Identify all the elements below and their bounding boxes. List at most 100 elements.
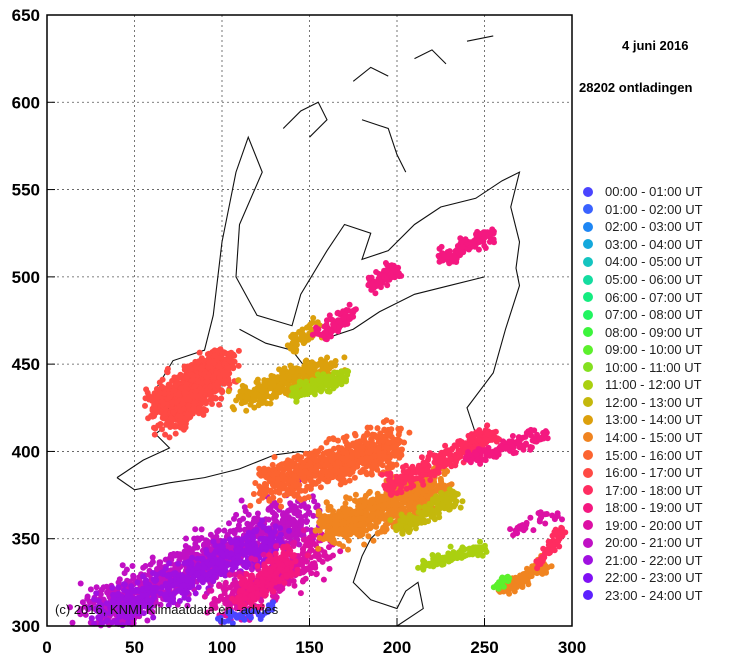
lightning-point xyxy=(280,512,287,519)
lightning-point xyxy=(184,412,191,418)
lightning-point xyxy=(241,595,248,602)
lightning-point xyxy=(268,581,275,588)
lightning-point xyxy=(239,536,246,543)
lightning-point xyxy=(278,503,285,510)
lightning-point xyxy=(316,534,323,541)
lightning-point xyxy=(328,363,335,370)
lightning-point xyxy=(241,576,248,582)
lightning-point xyxy=(167,423,174,430)
lightning-point xyxy=(201,593,208,600)
lightning-point xyxy=(206,587,213,594)
lightning-point xyxy=(297,513,304,520)
lightning-point xyxy=(300,389,307,396)
lightning-point xyxy=(351,430,358,437)
lightning-point xyxy=(475,246,482,253)
lightning-point xyxy=(306,368,313,375)
lightning-point xyxy=(128,583,135,590)
lightning-point xyxy=(114,620,120,627)
lightning-point xyxy=(167,551,174,558)
lightning-point xyxy=(385,445,392,452)
lightning-point xyxy=(476,239,483,245)
lightning-point xyxy=(124,592,131,599)
lightning-point xyxy=(205,363,212,370)
lightning-point xyxy=(309,533,316,540)
lightning-point xyxy=(281,365,288,372)
lightning-point xyxy=(325,382,332,389)
lightning-point xyxy=(149,554,156,561)
lightning-point xyxy=(255,498,262,505)
lightning-point xyxy=(235,377,242,384)
lightning-point xyxy=(324,388,331,395)
lightning-point xyxy=(143,386,150,393)
lightning-point xyxy=(209,568,216,575)
lightning-point xyxy=(277,462,284,468)
lightning-point xyxy=(247,502,254,509)
lightning-point xyxy=(273,543,279,550)
lightning-point xyxy=(184,577,191,584)
map-border xyxy=(352,66,389,82)
lightning-point xyxy=(166,382,173,389)
lightning-point xyxy=(367,447,374,454)
lightning-point xyxy=(95,597,102,604)
lightning-point xyxy=(273,570,280,577)
lightning-point xyxy=(234,558,241,565)
map-border xyxy=(239,328,310,374)
lightning-point xyxy=(245,511,252,518)
lightning-point xyxy=(380,527,387,534)
lightning-point xyxy=(248,555,255,562)
lightning-point xyxy=(289,477,296,483)
lightning-point xyxy=(320,456,327,463)
lightning-point xyxy=(336,318,343,325)
lightning-point xyxy=(254,510,261,517)
lightning-point xyxy=(189,554,196,561)
map-border xyxy=(466,35,494,42)
lightning-point xyxy=(313,327,320,334)
lightning-point xyxy=(394,450,401,456)
lightning-point xyxy=(268,395,275,401)
lightning-point xyxy=(212,542,219,549)
lightning-point xyxy=(296,509,303,516)
lightning-point xyxy=(238,497,245,504)
lightning-point xyxy=(109,598,116,605)
lightning-point xyxy=(272,523,279,530)
lightning-point xyxy=(395,436,401,443)
lightning-point xyxy=(218,354,225,361)
map-border xyxy=(326,276,485,339)
lightning-point xyxy=(330,538,337,545)
lightning-point xyxy=(115,591,122,597)
lightning-point xyxy=(147,608,154,615)
lightning-point xyxy=(221,527,228,534)
lightning-point xyxy=(259,578,266,585)
lightning-point xyxy=(149,396,156,403)
lightning-point xyxy=(157,559,164,566)
lightning-point xyxy=(150,591,157,598)
lightning-point xyxy=(211,352,218,359)
lightning-point xyxy=(315,463,321,470)
lightning-point xyxy=(374,425,381,432)
lightning-point xyxy=(278,482,285,489)
lightning-point xyxy=(86,598,93,605)
lightning-point xyxy=(116,576,123,583)
map-border xyxy=(116,450,328,491)
lightning-point xyxy=(307,321,314,328)
lightning-point xyxy=(388,419,395,426)
lightning-point xyxy=(176,587,183,594)
lightning-point xyxy=(219,389,226,396)
lightning-point xyxy=(284,342,291,349)
lightning-point xyxy=(170,409,177,416)
lightning-point xyxy=(160,400,167,407)
lightning-point xyxy=(261,592,268,599)
lightning-point xyxy=(328,373,335,380)
lightning-point xyxy=(109,603,116,610)
lightning-point xyxy=(181,548,188,555)
lightning-point xyxy=(298,503,305,509)
lightning-point xyxy=(328,457,335,464)
lightning-point xyxy=(291,454,298,461)
lightning-point xyxy=(175,560,182,567)
lightning-point xyxy=(253,379,260,386)
lightning-point xyxy=(206,552,213,559)
lightning-point xyxy=(230,581,236,588)
lightning-point xyxy=(188,569,195,576)
lightning-point xyxy=(260,396,267,403)
lightning-point xyxy=(77,580,84,587)
